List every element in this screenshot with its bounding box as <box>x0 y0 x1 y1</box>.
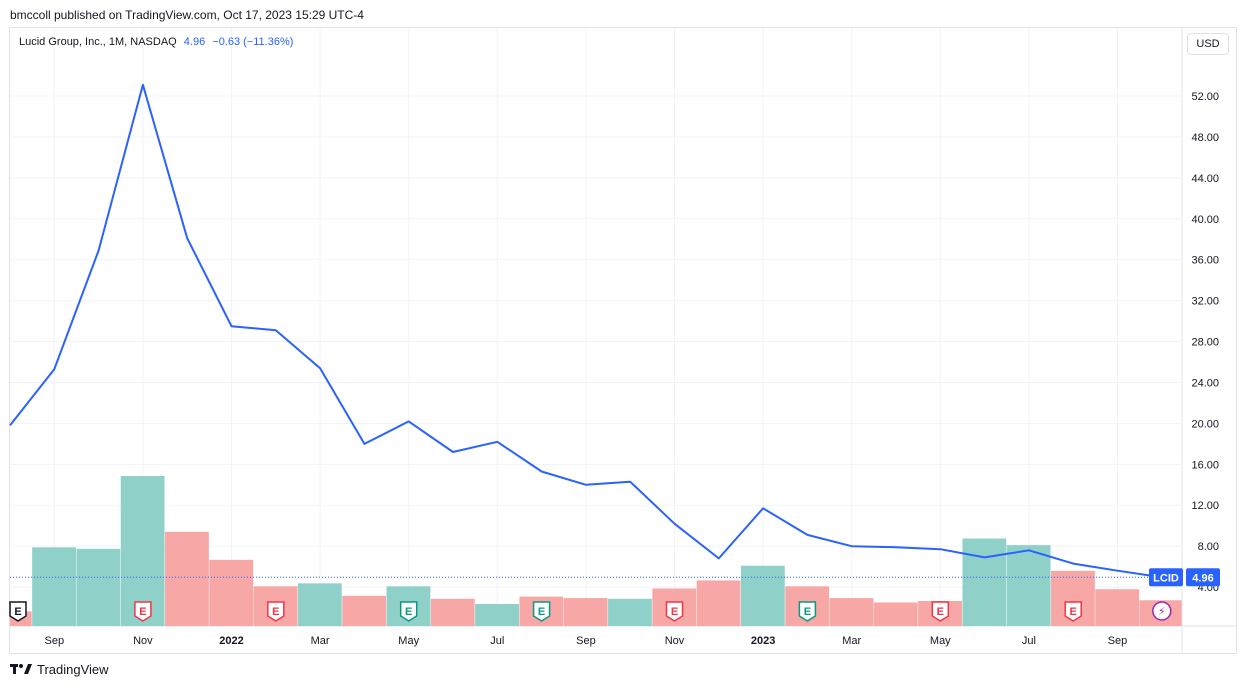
price-change-value: −0.63 (−11.36%) <box>212 36 294 48</box>
publisher-header: bmccoll published on TradingView.com, Oc… <box>10 8 364 22</box>
tradingview-footer[interactable]: TradingView <box>10 662 109 677</box>
y-tick-label: 28.00 <box>1191 337 1219 349</box>
svg-text:E: E <box>272 606 279 618</box>
volume-bar <box>342 595 387 626</box>
tradingview-brand: TradingView <box>37 662 109 677</box>
price-axis: 4.008.0012.0016.0020.0024.0028.0032.0036… <box>1191 91 1219 594</box>
y-tick-label: 12.00 <box>1191 500 1219 512</box>
x-tick-label: 2023 <box>751 635 775 647</box>
volume-bar <box>563 598 608 626</box>
svg-text:E: E <box>937 606 944 618</box>
x-tick-label: Nov <box>665 635 685 647</box>
x-tick-label: Sep <box>1108 635 1128 647</box>
volume-bar <box>209 559 254 626</box>
earnings-icon: E <box>9 601 27 622</box>
volume-bar <box>740 565 785 626</box>
svg-text:E: E <box>804 606 811 618</box>
y-tick-label: 40.00 <box>1191 214 1219 226</box>
last-price-tag-bg <box>1186 568 1220 587</box>
chart-frame[interactable] <box>9 27 1237 654</box>
volume-bar <box>76 548 121 626</box>
svg-text:E: E <box>538 606 545 618</box>
event-icon: ⚡ <box>1152 601 1172 621</box>
x-tick-label: May <box>930 635 951 647</box>
volume-bars <box>10 476 1182 626</box>
symbol-legend[interactable]: Lucid Group, Inc., 1M, NASDAQ 4.96 −0.63… <box>19 36 293 48</box>
y-tick-label: 24.00 <box>1191 377 1219 389</box>
volume-bar <box>120 476 165 626</box>
last-price-label: LCID 4.96 <box>1149 568 1220 587</box>
x-tick-label: 2022 <box>219 635 243 647</box>
symbol-tag-bg <box>1149 568 1183 587</box>
x-tick-label: Nov <box>133 635 153 647</box>
symbol-tag-label: LCID <box>1153 572 1179 584</box>
tradingview-logo-icon <box>10 662 32 677</box>
volume-bar <box>962 538 1007 626</box>
currency-button[interactable]: USD <box>1187 33 1229 55</box>
earnings-icon: E <box>134 601 152 622</box>
last-price-value: 4.96 <box>183 36 206 48</box>
y-tick-label: 52.00 <box>1191 91 1219 103</box>
volume-bar <box>32 547 76 626</box>
volume-bar <box>1095 589 1140 626</box>
y-tick-label: 48.00 <box>1191 132 1219 144</box>
volume-bar <box>829 598 874 626</box>
last-price-tag-value: 4.96 <box>1192 572 1213 584</box>
y-tick-label: 36.00 <box>1191 255 1219 267</box>
svg-text:E: E <box>139 606 146 618</box>
symbol-title: Lucid Group, Inc., 1M, NASDAQ <box>19 36 177 48</box>
volume-bar <box>165 531 209 626</box>
y-tick-label: 44.00 <box>1191 173 1219 185</box>
earnings-icon: E <box>399 601 418 622</box>
x-tick-label: Jul <box>1022 635 1036 647</box>
y-tick-label: 32.00 <box>1191 296 1219 308</box>
volume-bar <box>297 583 342 626</box>
x-tick-label: Mar <box>311 635 330 647</box>
earnings-icon: E <box>267 601 285 622</box>
x-tick-label: Mar <box>842 635 861 647</box>
volume-bar <box>430 598 475 626</box>
y-tick-label: 8.00 <box>1198 541 1219 553</box>
volume-bar <box>696 580 741 626</box>
price-line <box>9 83 1162 579</box>
volume-bar <box>873 602 918 626</box>
x-tick-label: Jul <box>490 635 504 647</box>
svg-text:E: E <box>14 606 21 618</box>
earnings-icon: E <box>798 601 817 622</box>
svg-text:E: E <box>671 606 678 618</box>
x-tick-label: May <box>398 635 419 647</box>
x-tick-label: Sep <box>576 635 596 647</box>
svg-text:E: E <box>405 606 412 618</box>
event-markers: E E E E E E E E E ⚡ <box>9 601 1172 622</box>
volume-bar <box>608 598 652 626</box>
y-tick-label: 20.00 <box>1191 418 1219 430</box>
volume-bar <box>1006 545 1051 626</box>
earnings-icon: E <box>532 601 551 622</box>
earnings-icon: E <box>931 601 950 622</box>
earnings-icon: E <box>665 601 684 622</box>
x-tick-label: Sep <box>45 635 65 647</box>
svg-text:E: E <box>1070 606 1077 618</box>
svg-text:⚡: ⚡ <box>1158 606 1166 618</box>
time-axis: Sep Nov 2022 Mar May Jul Sep Nov 2023 Mar May Jul Se… <box>45 635 1128 647</box>
volume-bar <box>475 603 519 626</box>
earnings-icon: E <box>1064 601 1082 622</box>
y-tick-label: 16.00 <box>1191 459 1219 471</box>
